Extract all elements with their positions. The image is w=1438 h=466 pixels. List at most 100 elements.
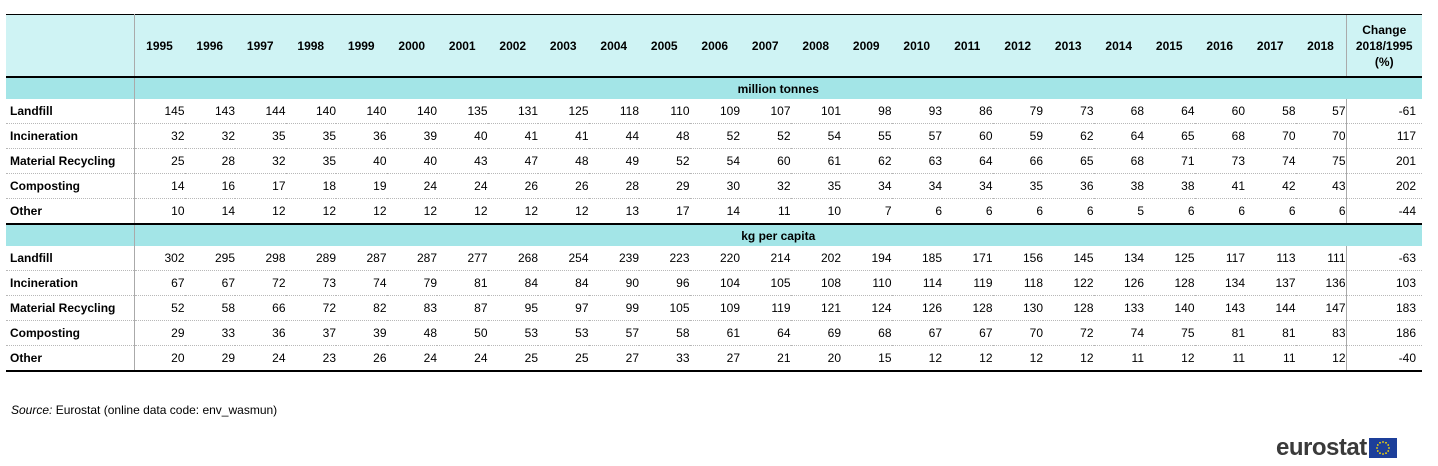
value-cell: 84 (538, 270, 589, 296)
value-cell: 133 (1093, 295, 1144, 321)
value-cell: 40 (437, 123, 488, 149)
value-cell: 70 (1295, 123, 1346, 149)
value-cell: 12 (942, 345, 993, 372)
value-cell: 220 (689, 246, 740, 271)
table-row: Landfill 145 143 144 140 140 140 135 131 125 118 11… (6, 99, 1422, 124)
value-cell: 50 (437, 320, 488, 346)
table-row: Composting 14 16 17 18 19 24 24 26 26 28 29 30 32 35 34… (6, 173, 1422, 199)
table-row: Other 10 14 12 12 12 12 12 12 12 13 17 14 11 10 7 6 6 6 6 5 6… (6, 198, 1422, 225)
value-cell: 140 (386, 99, 437, 124)
value-cell: 58 (1245, 99, 1296, 124)
value-cell: 10 (790, 198, 841, 225)
unit-row: kg per capita (6, 224, 1422, 246)
value-cell: 73 (285, 270, 336, 296)
value-cell: 58 (639, 320, 690, 346)
value-cell: 185 (891, 246, 942, 271)
value-cell: 34 (891, 173, 942, 199)
value-cell: 268 (487, 246, 538, 271)
table-row: Incineration 67 67 72 73 74 79 81 84 84 90 96 104 105… (6, 270, 1422, 296)
value-cell: 48 (386, 320, 437, 346)
value-cell: 131 (487, 99, 538, 124)
value-cell: 18 (285, 173, 336, 199)
source-label: Source: (11, 403, 53, 417)
eu-star-icon (1386, 450, 1389, 452)
value-cell: 12 (1043, 345, 1094, 372)
year-header-2015: 2015 (1144, 14, 1195, 78)
value-cell: 12 (1295, 345, 1346, 372)
eu-star-icon (1375, 447, 1378, 449)
value-cell: 74 (1093, 320, 1144, 346)
eu-star-icon (1378, 452, 1381, 455)
source-text: Eurostat (online data code: env_wasmun) (55, 403, 278, 417)
year-header-1999: 1999 (336, 14, 387, 78)
value-cell: 27 (588, 345, 639, 372)
value-cell: 66 (235, 295, 286, 321)
year-header-2011: 2011 (942, 14, 993, 78)
value-cell: 81 (437, 270, 488, 296)
value-cell: 99 (588, 295, 639, 321)
value-cell: 11 (1093, 345, 1144, 372)
year-header-2016: 2016 (1194, 14, 1245, 78)
change-cell: 202 (1345, 173, 1422, 199)
value-cell: 75 (1144, 320, 1195, 346)
value-cell: 35 (285, 148, 336, 174)
value-cell: 63 (891, 148, 942, 174)
value-cell: 33 (639, 345, 690, 372)
value-cell: 6 (1194, 198, 1245, 225)
eu-star-icon (1381, 441, 1384, 443)
value-cell: 125 (1144, 246, 1195, 271)
value-cell: 111 (1295, 246, 1346, 271)
value-cell: 47 (487, 148, 538, 174)
value-cell: 97 (538, 295, 589, 321)
header-corner (6, 14, 135, 78)
eu-flag-stars (1375, 441, 1390, 455)
value-cell: 29 (639, 173, 690, 199)
value-cell: 11 (1245, 345, 1296, 372)
value-cell: 87 (437, 295, 488, 321)
year-header-2002: 2002 (487, 14, 538, 78)
value-cell: 35 (790, 173, 841, 199)
value-cell: 21 (740, 345, 791, 372)
value-cell: 12 (891, 345, 942, 372)
value-cell: 53 (538, 320, 589, 346)
value-cell: 67 (942, 320, 993, 346)
value-cell: 32 (184, 123, 235, 149)
value-cell: 135 (437, 99, 488, 124)
year-header-2004: 2004 (588, 14, 639, 78)
value-cell: 147 (1295, 295, 1346, 321)
eurostat-logo: eurostat (1276, 436, 1397, 460)
year-header-2007: 2007 (740, 14, 791, 78)
value-cell: 32 (134, 123, 185, 149)
value-cell: 239 (588, 246, 639, 271)
value-cell: 14 (689, 198, 740, 225)
change-cell: 103 (1345, 270, 1422, 296)
value-cell: 108 (790, 270, 841, 296)
value-cell: 24 (386, 173, 437, 199)
value-cell: 194 (841, 246, 892, 271)
value-cell: 52 (134, 295, 185, 321)
value-cell: 66 (992, 148, 1043, 174)
value-cell: 128 (1043, 295, 1094, 321)
eu-flag-icon (1368, 438, 1397, 458)
year-header-2009: 2009 (841, 14, 892, 78)
value-cell: 69 (790, 320, 841, 346)
value-cell: 113 (1245, 246, 1296, 271)
change-cell: 201 (1345, 148, 1422, 174)
unit-label: kg per capita (134, 224, 1422, 246)
value-cell: 14 (184, 198, 235, 225)
value-cell: 122 (1043, 270, 1094, 296)
value-cell: 62 (1043, 123, 1094, 149)
value-cell: 119 (942, 270, 993, 296)
year-header-2017: 2017 (1245, 14, 1296, 78)
value-cell: 11 (1194, 345, 1245, 372)
value-cell: 6 (942, 198, 993, 225)
value-cell: 64 (1144, 99, 1195, 124)
value-cell: 126 (1093, 270, 1144, 296)
value-cell: 5 (1093, 198, 1144, 225)
value-cell: 119 (740, 295, 791, 321)
value-cell: 98 (841, 99, 892, 124)
value-cell: 144 (1245, 295, 1296, 321)
value-cell: 29 (134, 320, 185, 346)
eu-star-icon (1384, 452, 1387, 455)
value-cell: 72 (285, 295, 336, 321)
